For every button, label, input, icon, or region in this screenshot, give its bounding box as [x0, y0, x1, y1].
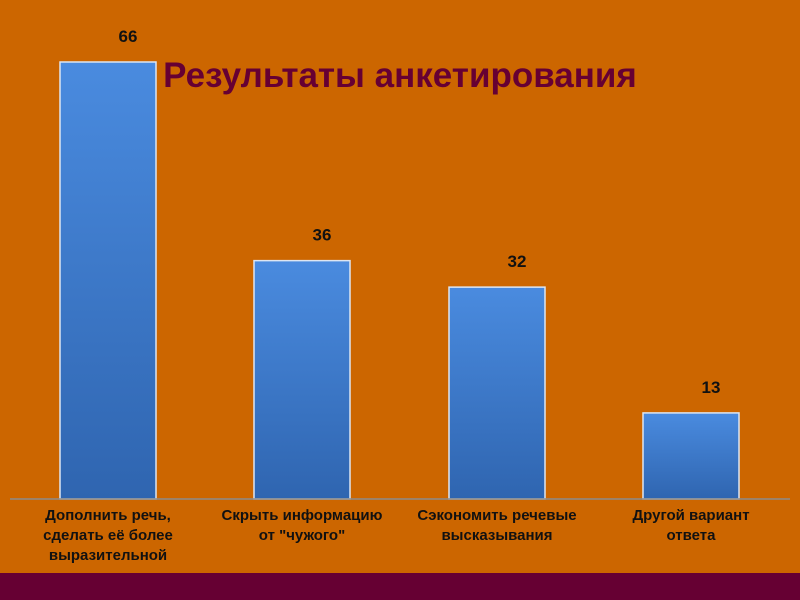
footer-bar — [0, 573, 800, 600]
category-label-2: Скрыть информацию от "чужого" — [222, 507, 383, 544]
category-label-1: Дополнить речь, сделать её более выразител… — [43, 507, 173, 564]
category-label-line: Дополнить речь, — [45, 507, 171, 524]
data-label-4: 13 — [702, 378, 721, 397]
category-label-line: высказывания — [441, 527, 552, 544]
chart-title: Результаты анкетирования — [163, 56, 637, 95]
data-label-3: 32 — [508, 252, 527, 271]
category-label-line: ответа — [667, 527, 717, 544]
bar-1 — [59, 61, 157, 500]
category-label-line: выразительной — [49, 547, 167, 564]
data-label-1: 66 — [119, 27, 138, 46]
data-label-2: 36 — [313, 226, 332, 245]
bar-3 — [448, 286, 546, 500]
bar-4 — [642, 412, 740, 500]
category-label-line: Сэкономить речевые — [417, 507, 576, 524]
category-label-4: Другой вариант ответа — [632, 507, 749, 544]
category-label-3: Сэкономить речевые высказывания — [417, 507, 576, 544]
category-label-line: Скрыть информацию — [222, 507, 383, 524]
category-label-line: от "чужого" — [259, 527, 345, 544]
category-label-line: сделать её более — [43, 527, 173, 544]
category-label-line: Другой вариант — [632, 507, 749, 524]
bar-2 — [253, 259, 351, 500]
